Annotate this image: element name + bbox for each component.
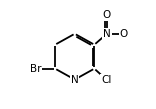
Text: N: N xyxy=(71,75,79,85)
Text: O: O xyxy=(103,10,111,20)
Text: O: O xyxy=(120,29,128,39)
Text: N: N xyxy=(103,29,111,39)
Text: Br: Br xyxy=(30,64,41,74)
Text: Cl: Cl xyxy=(101,75,112,85)
